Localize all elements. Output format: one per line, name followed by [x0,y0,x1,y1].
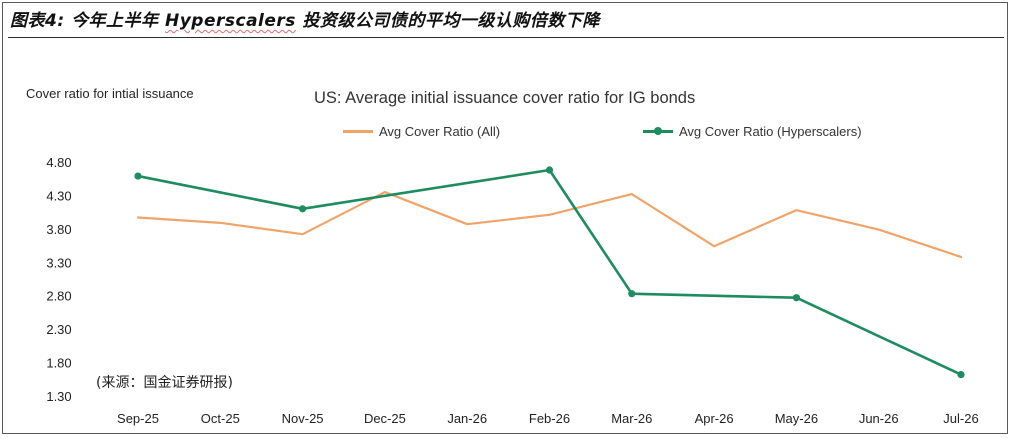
figure-title-highlight: Hyperscalers [164,11,296,31]
data-point-hyperscalers [792,294,801,302]
figure-title: 图表4: 今年上半年 Hyperscalers 投资级公司债的平均一级认购倍数下… [10,6,600,31]
data-point-hyperscalers [299,205,307,213]
legend-item-all: Avg Cover Ratio (All) [343,124,500,139]
legend-swatch-hyperscalers [643,127,673,136]
x-tick-label: Apr-26 [695,411,734,426]
series-line-hyperscalers [136,168,963,376]
x-tick-label: Mar-26 [611,411,652,426]
x-tick-label: Jun-26 [859,411,899,426]
legend: Avg Cover Ratio (All) Avg Cover Ratio (H… [0,124,1012,144]
y-tick-label: 1.80 [46,356,71,371]
x-tick-label: Dec-25 [364,411,406,426]
source-note: (来源：国金证券研报) [96,372,233,392]
figure-title-main-a: 今年上半年 [71,11,159,31]
x-tick-label: Feb-26 [529,411,570,426]
legend-swatch-all [343,130,373,133]
x-tick-label: Oct-25 [201,411,240,426]
x-tick-label: May-26 [775,411,818,426]
data-point-hyperscalers [134,172,142,180]
data-point-hyperscalers [628,290,636,298]
x-tick-label: Jan-26 [447,411,487,426]
legend-label-hyperscalers: Avg Cover Ratio (Hyperscalers) [679,124,862,139]
figure-title-main-b: 投资级公司债的平均一级认购倍数下降 [302,11,600,31]
y-tick-label: 4.80 [46,155,71,170]
y-tick-label: 4.30 [46,188,71,203]
legend-label-all: Avg Cover Ratio (All) [379,124,501,139]
chart-title: US: Average initial issuance cover ratio… [314,89,696,107]
x-tick-label: Jul-26 [943,411,978,426]
y-tick-label: 3.30 [46,255,71,270]
legend-item-hyperscalers: Avg Cover Ratio (Hyperscalers) [643,124,862,139]
x-tick-label: Nov-25 [282,411,324,426]
title-divider [8,37,1004,38]
y-axis-label: Cover ratio for intial issuance [26,86,194,101]
data-point-hyperscalers [957,371,965,379]
y-tick-label: 2.80 [46,289,71,304]
figure-title-prefix: 图表4: [10,11,65,31]
x-tick-label: Sep-25 [117,411,159,426]
y-tick-label: 3.80 [46,222,71,237]
y-tick-label: 1.30 [46,389,71,404]
y-tick-label: 2.30 [46,322,71,337]
series-line-all [136,190,963,259]
data-point-hyperscalers [545,166,554,174]
